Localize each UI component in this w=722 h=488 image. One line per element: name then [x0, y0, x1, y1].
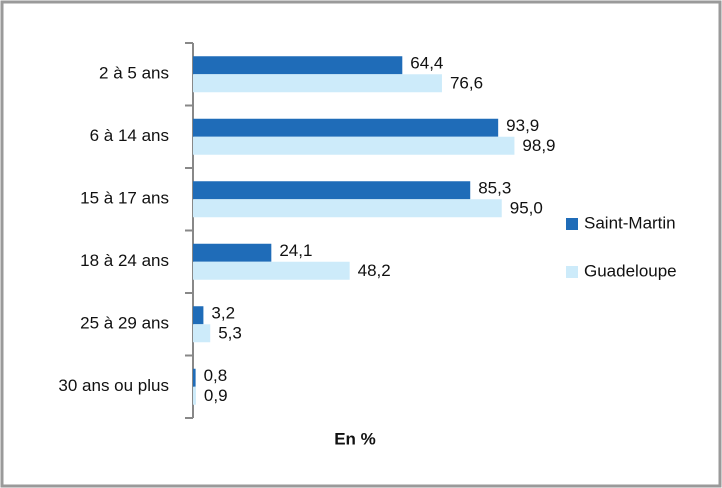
- bar: [193, 386, 196, 405]
- y-tick-label: 18 à 24 ans: [80, 251, 169, 270]
- legend-swatch: [566, 218, 578, 230]
- bar: [193, 261, 350, 280]
- value-label: 85,3: [478, 179, 511, 198]
- y-tick-label: 25 à 29 ans: [80, 314, 169, 333]
- bar: [193, 306, 204, 325]
- value-label: 0,9: [204, 386, 228, 405]
- bar: [193, 368, 196, 387]
- x-axis-label: En %: [334, 429, 376, 448]
- legend-swatch: [566, 266, 578, 278]
- bar: [193, 243, 272, 262]
- y-tick-label: 6 à 14 ans: [90, 126, 169, 145]
- bar: [193, 136, 515, 155]
- value-label: 98,9: [522, 136, 555, 155]
- bar: [193, 118, 499, 137]
- value-label: 24,1: [279, 241, 312, 260]
- y-tick-label: 30 ans ou plus: [58, 376, 169, 395]
- value-label: 3,2: [211, 304, 235, 323]
- value-label: 64,4: [410, 54, 443, 73]
- value-label: 93,9: [506, 116, 539, 135]
- bar: [193, 199, 502, 218]
- bar: [193, 56, 403, 75]
- y-tick-label: 2 à 5 ans: [99, 64, 169, 83]
- value-label: 48,2: [358, 261, 391, 280]
- bar: [193, 181, 471, 200]
- bar: [193, 74, 442, 93]
- bar: [193, 324, 211, 343]
- value-label: 0,8: [204, 366, 228, 385]
- legend-label: Saint-Martin: [584, 213, 676, 232]
- value-label: 95,0: [510, 199, 543, 218]
- y-tick-label: 15 à 17 ans: [80, 189, 169, 208]
- value-label: 5,3: [218, 324, 242, 343]
- value-label: 76,6: [450, 74, 483, 93]
- legend-label: Guadeloupe: [584, 261, 677, 280]
